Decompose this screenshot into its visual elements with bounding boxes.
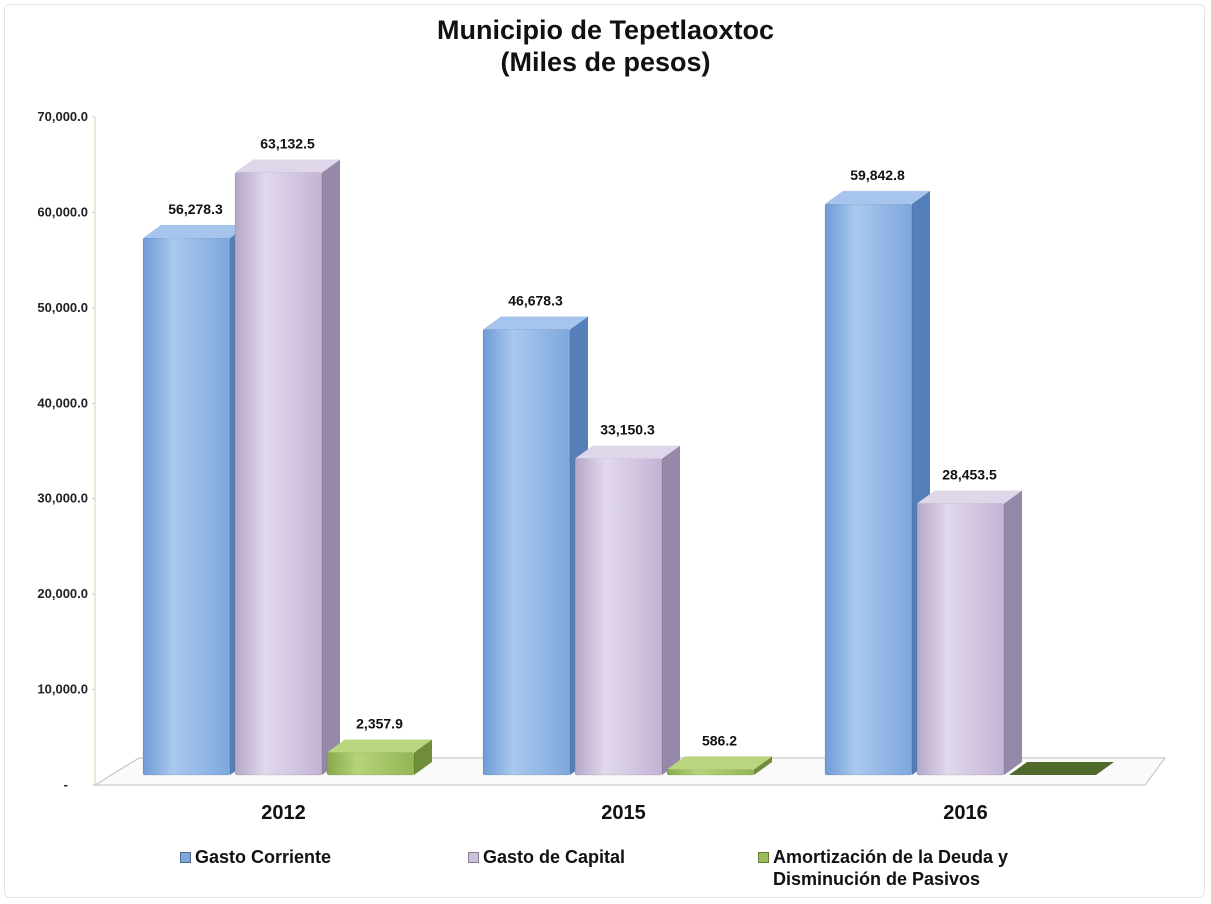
legend-label: Gasto de Capital: [483, 847, 626, 867]
bar-front-face: [234, 172, 323, 776]
y-tick-label: 70,000.0: [37, 109, 88, 124]
y-tick-label: 10,000.0: [37, 682, 88, 697]
legend-label: Amortización de la Deuda y Disminución d…: [773, 847, 1009, 889]
bar-side-face: [1004, 490, 1022, 775]
legend-swatch-green: [758, 852, 769, 863]
data-label: 56,278.3: [168, 201, 223, 217]
bar-front-face: [824, 203, 913, 776]
legend-item-amortizacion: Amortización de la Deuda y Disminución d…: [758, 846, 1008, 890]
legend-swatch-purple: [468, 852, 479, 863]
y-tick-label: 40,000.0: [37, 395, 88, 410]
legend-item-gasto-corriente: Gasto Corriente: [180, 846, 331, 868]
bar-side-face: [322, 159, 340, 775]
chart-legend: Gasto Corriente Gasto de Capital Amortiz…: [180, 846, 1180, 896]
bar-top-face: [143, 224, 248, 238]
bar-top-face: [235, 159, 340, 173]
y-tick-label: 20,000.0: [37, 586, 88, 601]
bar-top-face: [575, 445, 680, 459]
x-category-label: 2012: [261, 802, 306, 824]
bar-front-face: [666, 769, 755, 776]
bar: [482, 316, 588, 776]
bar-top-face: [917, 490, 1022, 504]
bar: [824, 190, 930, 776]
bar-top-face: [825, 190, 930, 204]
bar: [666, 756, 772, 776]
bar-front-face: [916, 503, 1005, 776]
x-category-label: 2015: [601, 802, 646, 824]
data-label: 59,842.8: [850, 167, 905, 183]
chart-frame: [4, 4, 1205, 898]
legend-swatch-blue: [180, 852, 191, 863]
bar: [326, 739, 432, 776]
data-label: 586.2: [702, 732, 737, 748]
chart-title-line-2: (Miles de pesos): [500, 47, 711, 77]
bar-top-face: [483, 316, 588, 330]
bar-front-face: [326, 752, 415, 776]
bar-top-face: [667, 756, 772, 770]
legend-item-gasto-capital: Gasto de Capital: [468, 846, 625, 868]
bar-front-face: [482, 329, 571, 776]
data-label: 63,132.5: [260, 136, 315, 152]
data-label: 2,357.9: [356, 715, 403, 731]
bar-top-face: [1009, 762, 1114, 775]
y-tick-label: -: [64, 777, 68, 792]
bar: [234, 159, 340, 776]
bar-side-face: [754, 756, 772, 775]
bar: [1009, 762, 1114, 775]
bar: [916, 490, 1022, 776]
y-tick-label: 60,000.0: [37, 204, 88, 219]
bar-top-face: [327, 739, 432, 753]
bar: [574, 445, 680, 776]
y-tick-label: 30,000.0: [37, 491, 88, 506]
bar-front-face: [574, 458, 663, 776]
data-label: 33,150.3: [600, 422, 655, 438]
chart-title: Municipio de Tepetlaoxtoc (Miles de peso…: [0, 14, 1211, 78]
legend-label: Gasto Corriente: [195, 847, 332, 867]
bar-side-face: [414, 739, 432, 775]
bar-side-face: [662, 445, 680, 775]
bar: [142, 224, 248, 776]
y-tick-label: 50,000.0: [37, 300, 88, 315]
data-label: 46,678.3: [508, 293, 563, 309]
x-category-label: 2016: [943, 802, 988, 824]
chart-title-line-1: Municipio de Tepetlaoxtoc: [436, 15, 775, 45]
bar-front-face: [142, 237, 231, 776]
data-label: 28,453.5: [942, 466, 997, 482]
